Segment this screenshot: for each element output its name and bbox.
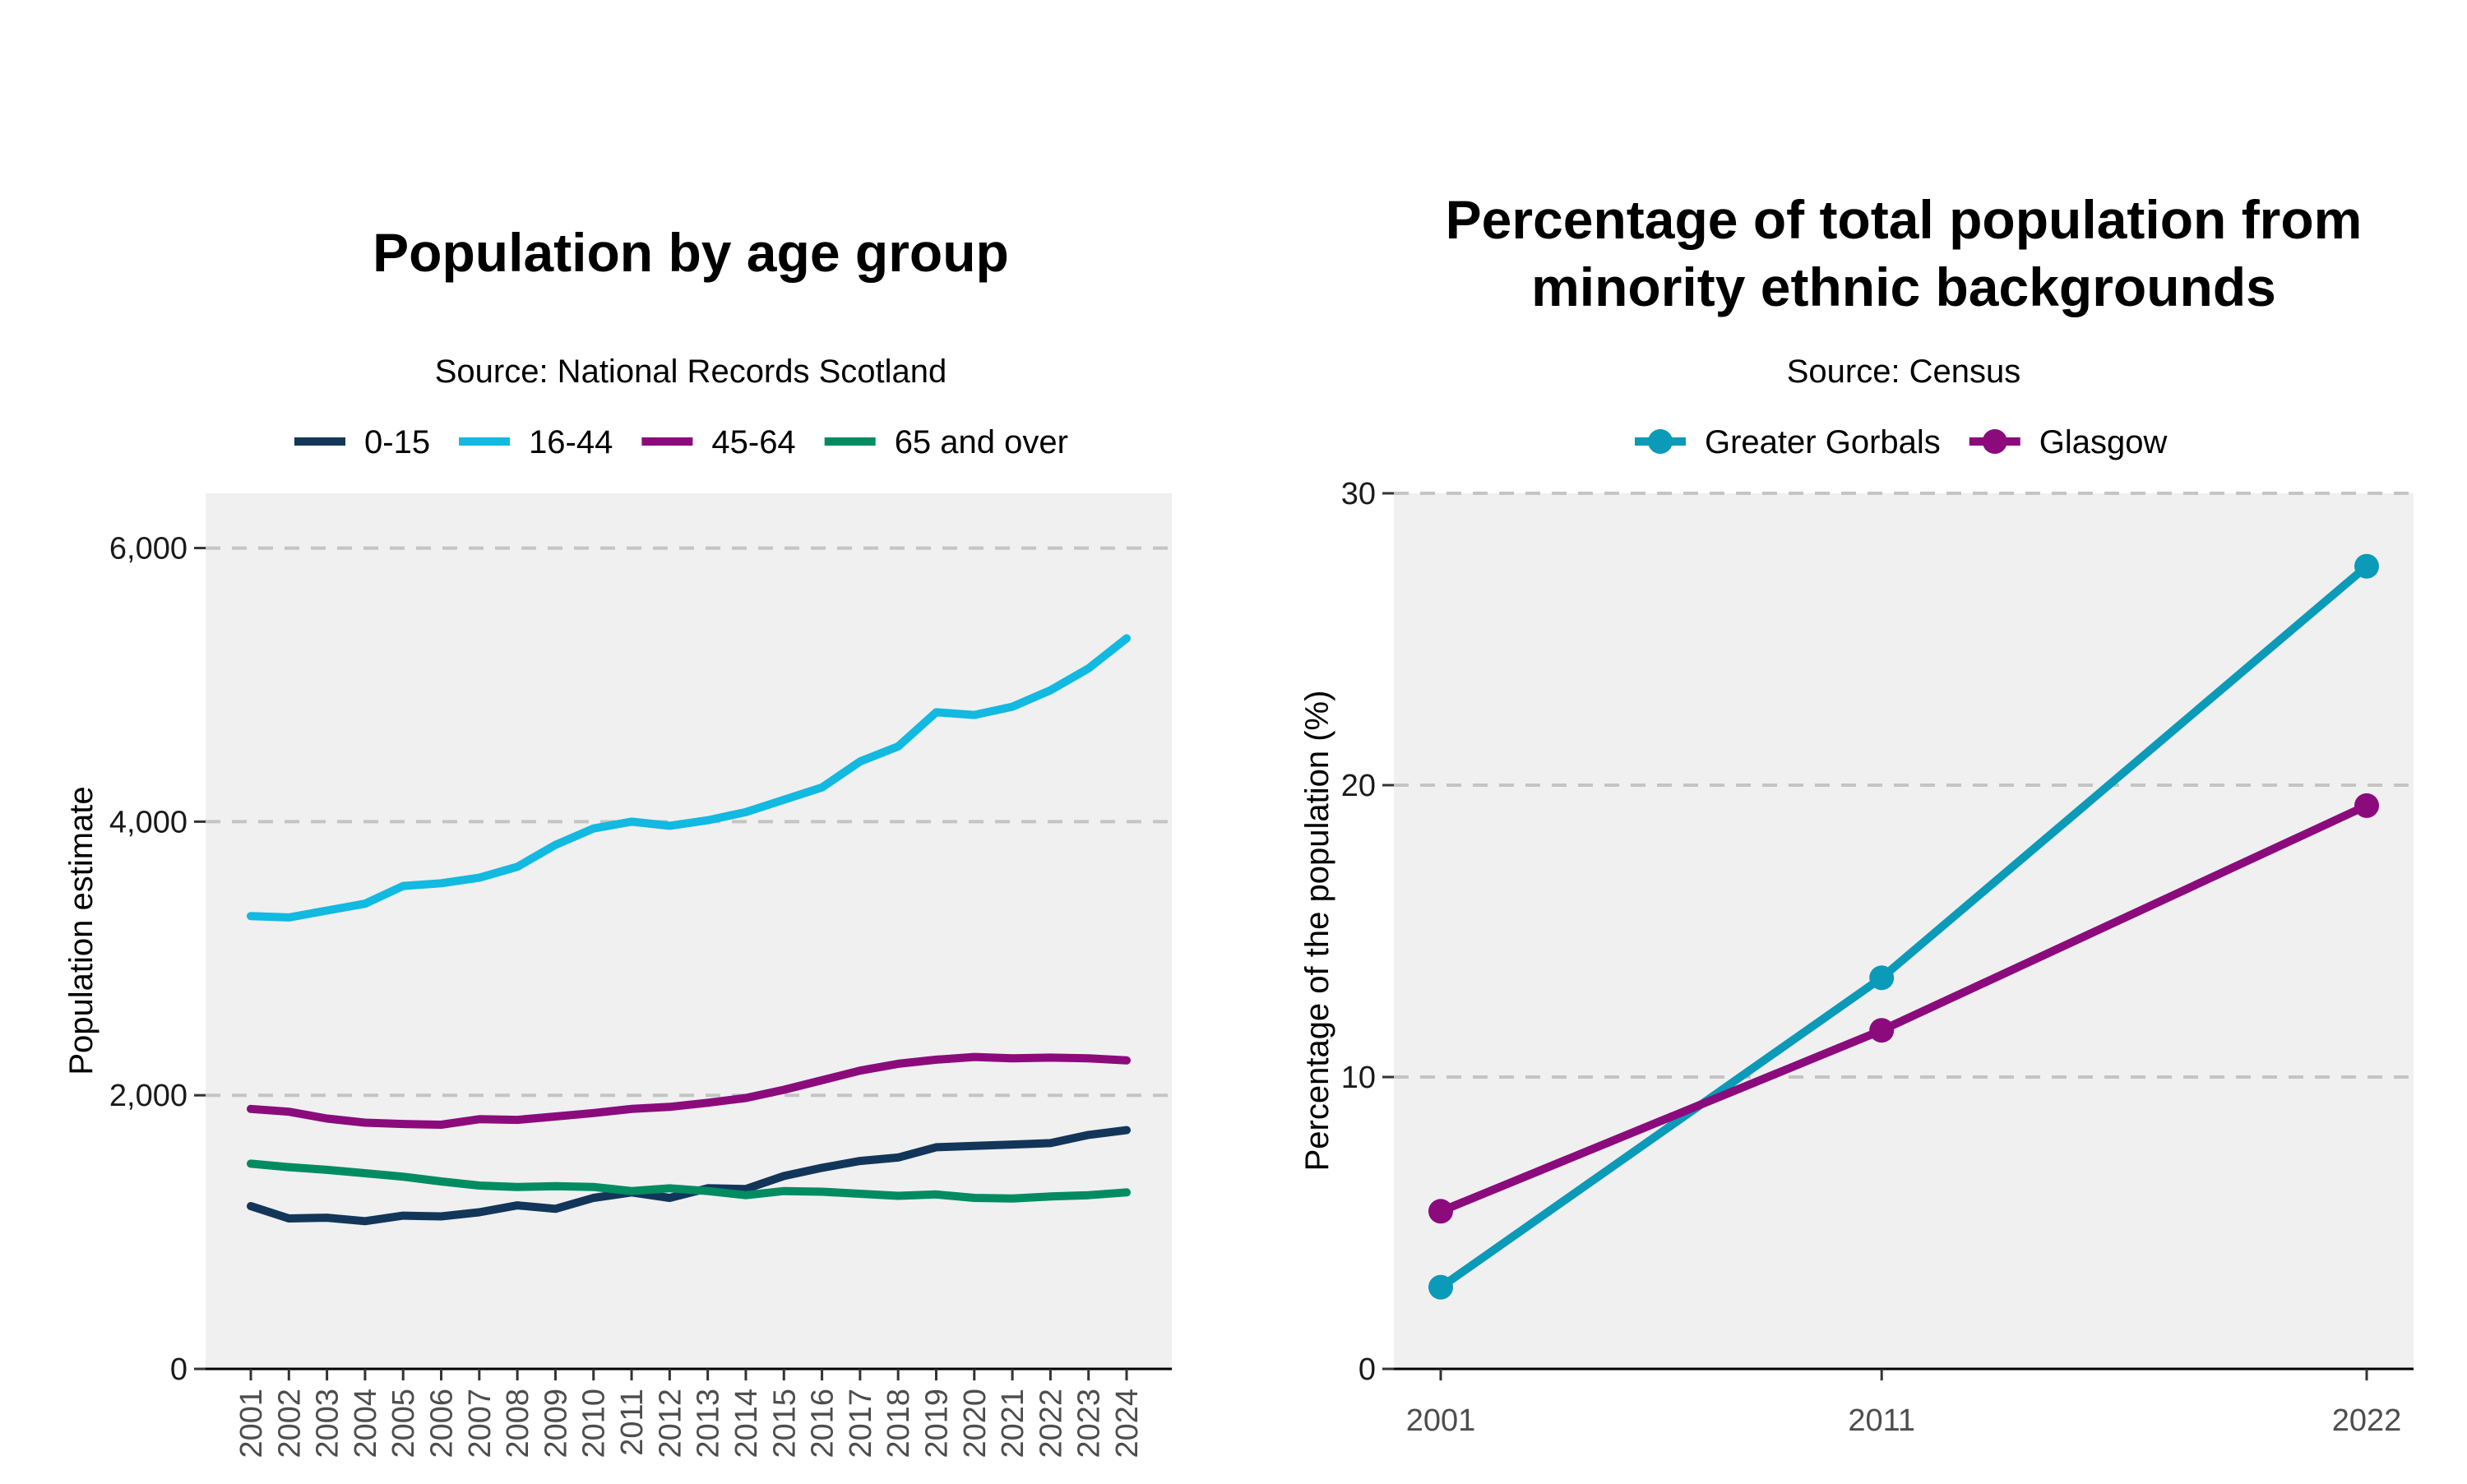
chart1-y-tick-label: 2,000 <box>109 1079 187 1113</box>
data-point-glasgow <box>2354 793 2379 818</box>
chart1-x-tick-label: 2009 <box>539 1389 573 1459</box>
chart1-x-tick-label: 2023 <box>1072 1389 1107 1459</box>
chart1-x-tick-label: 2003 <box>311 1389 345 1459</box>
population-by-age-chart: Population by age group Source: National… <box>63 222 1172 1459</box>
series-line-65-and-over <box>247 1159 1131 1203</box>
minority-ethnic-chart: Percentage of total population from mino… <box>1299 189 2414 1438</box>
chart2-y-axis-label: Percentage of the population (%) <box>1299 691 1335 1172</box>
legend-label-65-and-over: 65 and over <box>895 424 1068 460</box>
legend-label-greater-gorbals: Greater Gorbals <box>1705 424 1941 460</box>
series-line-16-44 <box>247 634 1131 922</box>
chart1-x-tick-label: 2011 <box>615 1389 650 1456</box>
chart1-x-tick-label: 2007 <box>463 1389 498 1459</box>
chart1-x-tick-label: 2015 <box>767 1389 802 1459</box>
chart2-legend: Greater Gorbals Glasgow <box>1635 424 2168 460</box>
chart1-x-tick-label: 2001 <box>234 1389 269 1459</box>
chart2-y-tick-label: 30 <box>1341 477 1376 511</box>
chart1-x-tick-label: 2019 <box>919 1389 954 1459</box>
chart1-y-tick-label: 6,000 <box>109 532 187 566</box>
chart2-x-ticks: 2001 2011 2022 <box>1406 1369 2402 1438</box>
chart2-series-lines <box>1428 553 2379 1300</box>
legend-label-16-44: 16-44 <box>529 424 613 460</box>
data-point-glasgow <box>1428 1199 1453 1224</box>
chart1-x-tick-label: 2010 <box>577 1389 612 1459</box>
chart1-x-tick-label: 2017 <box>844 1389 878 1459</box>
chart2-y-ticks: 0 10 20 30 <box>1341 477 1394 1387</box>
chart2-gridlines <box>1394 492 2414 1079</box>
chart2-x-tick-label: 2001 <box>1406 1403 1476 1438</box>
chart1-x-tick-label: 2016 <box>806 1389 840 1459</box>
chart1-x-tick-label: 2014 <box>729 1389 764 1459</box>
chart2-x-tick-label: 2022 <box>2332 1403 2402 1438</box>
legend-label-glasgow: Glasgow <box>2039 424 2168 460</box>
data-point-greater-gorbals <box>1428 1274 1453 1300</box>
chart1-x-tick-label: 2005 <box>386 1389 421 1459</box>
chart1-x-tick-label: 2013 <box>692 1389 726 1459</box>
chart2-subtitle: Source: Census <box>1787 354 2021 390</box>
data-point-greater-gorbals <box>2354 553 2379 579</box>
chart1-x-tick-label: 2024 <box>1110 1389 1145 1459</box>
chart1-y-ticks: 0 2,000 4,000 6,000 <box>109 532 206 1387</box>
chart1-x-tick-label: 2022 <box>1034 1389 1068 1459</box>
data-point-greater-gorbals <box>1869 965 1895 991</box>
chart1-x-tick-label: 2004 <box>349 1389 383 1459</box>
chart2-title-line-1: Percentage of total population from <box>1446 189 2363 250</box>
chart1-x-tick-label: 2021 <box>996 1389 1030 1459</box>
chart1-legend: 0-15 16-44 45-64 65 and over <box>294 424 1068 460</box>
chart2-x-tick-label: 2011 <box>1848 1403 1915 1438</box>
legend-marker-greater-gorbals <box>1648 429 1673 454</box>
chart1-x-tick-label: 2018 <box>882 1389 916 1459</box>
chart2-y-tick-label: 0 <box>1358 1352 1376 1387</box>
chart1-title: Population by age group <box>373 222 1009 283</box>
legend-label-0-15: 0-15 <box>364 424 430 460</box>
chart1-y-tick-label: 4,000 <box>109 805 187 839</box>
chart1-series-lines <box>247 634 1131 1226</box>
chart1-x-ticks: 2001 2002 2003 2004 2005 2006 2007 2008 2009 2010… <box>234 1369 1145 1459</box>
chart1-x-tick-label: 2006 <box>425 1389 460 1459</box>
chart2-y-tick-label: 20 <box>1341 769 1376 803</box>
data-point-glasgow <box>1869 1018 1895 1043</box>
chart1-y-axis-label: Population estimate <box>63 786 100 1075</box>
chart1-x-tick-label: 2020 <box>958 1389 993 1459</box>
chart1-x-tick-label: 2008 <box>501 1389 535 1459</box>
series-line-45-64 <box>247 1052 1131 1129</box>
chart2-plot-panel <box>1394 493 2414 1369</box>
chart1-x-tick-label: 2012 <box>653 1389 687 1459</box>
chart1-y-tick-label: 0 <box>170 1352 187 1387</box>
legend-label-45-64: 45-64 <box>711 424 795 460</box>
legend-marker-glasgow <box>1982 429 2007 454</box>
chart2-title-line-2: minority ethnic backgrounds <box>1531 257 2276 317</box>
chart2-y-tick-label: 10 <box>1341 1061 1376 1095</box>
chart1-plot-panel <box>206 493 1172 1369</box>
chart1-x-tick-label: 2002 <box>272 1389 307 1459</box>
chart1-subtitle: Source: National Records Scotland <box>435 354 947 390</box>
